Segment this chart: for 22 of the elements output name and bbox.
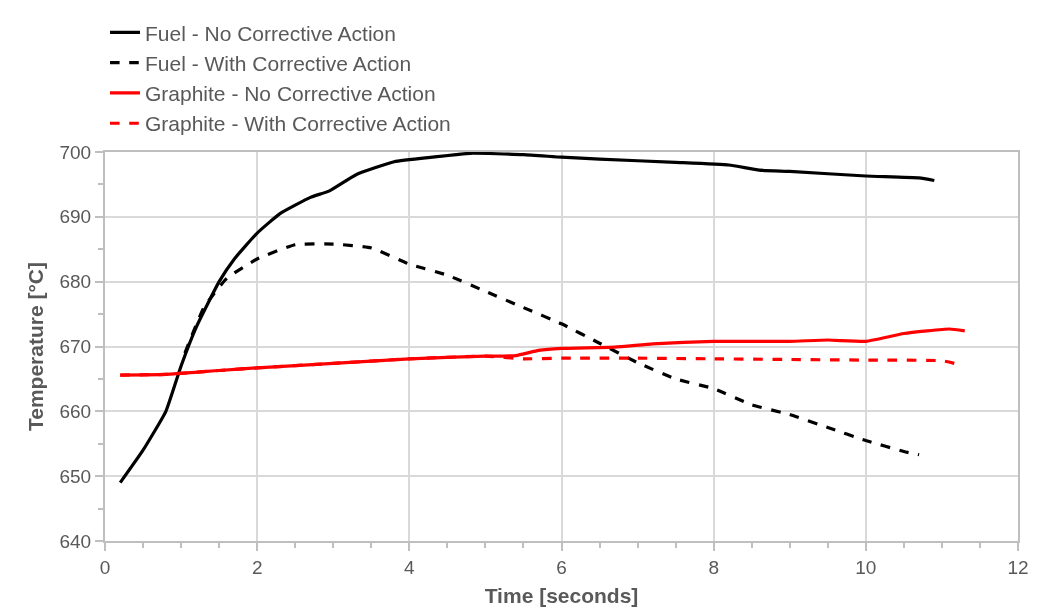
line-series [118, 152, 936, 485]
y-axis-title: Temperature [°C] [24, 261, 48, 432]
x-tick-label: 0 [99, 556, 111, 578]
legend-label: Fuel - No Corrective Action [145, 21, 396, 45]
legend-label: Fuel - With Corrective Action [145, 51, 412, 75]
y-tick-label: 650 [59, 465, 92, 487]
y-tick-label: 680 [59, 271, 92, 293]
y-tick-label: 660 [59, 400, 92, 422]
legend-label: Graphite - No Corrective Action [145, 82, 436, 106]
legend-label: Graphite - With Corrective Action [145, 112, 451, 136]
x-tick-label: 10 [855, 556, 877, 578]
y-tick-label: 700 [59, 141, 92, 163]
x-tick-label: 12 [1007, 556, 1029, 578]
x-tick-label: 8 [708, 556, 719, 578]
x-tick-label: 4 [404, 556, 416, 578]
y-tick-label: 670 [59, 336, 92, 358]
x-axis-title: Time [seconds] [484, 584, 639, 608]
y-tick-label: 690 [59, 206, 92, 228]
y-tick-label: 640 [59, 530, 92, 552]
x-tick-label: 6 [556, 556, 567, 578]
x-tick-label: 2 [251, 556, 263, 578]
line-series [183, 242, 921, 457]
